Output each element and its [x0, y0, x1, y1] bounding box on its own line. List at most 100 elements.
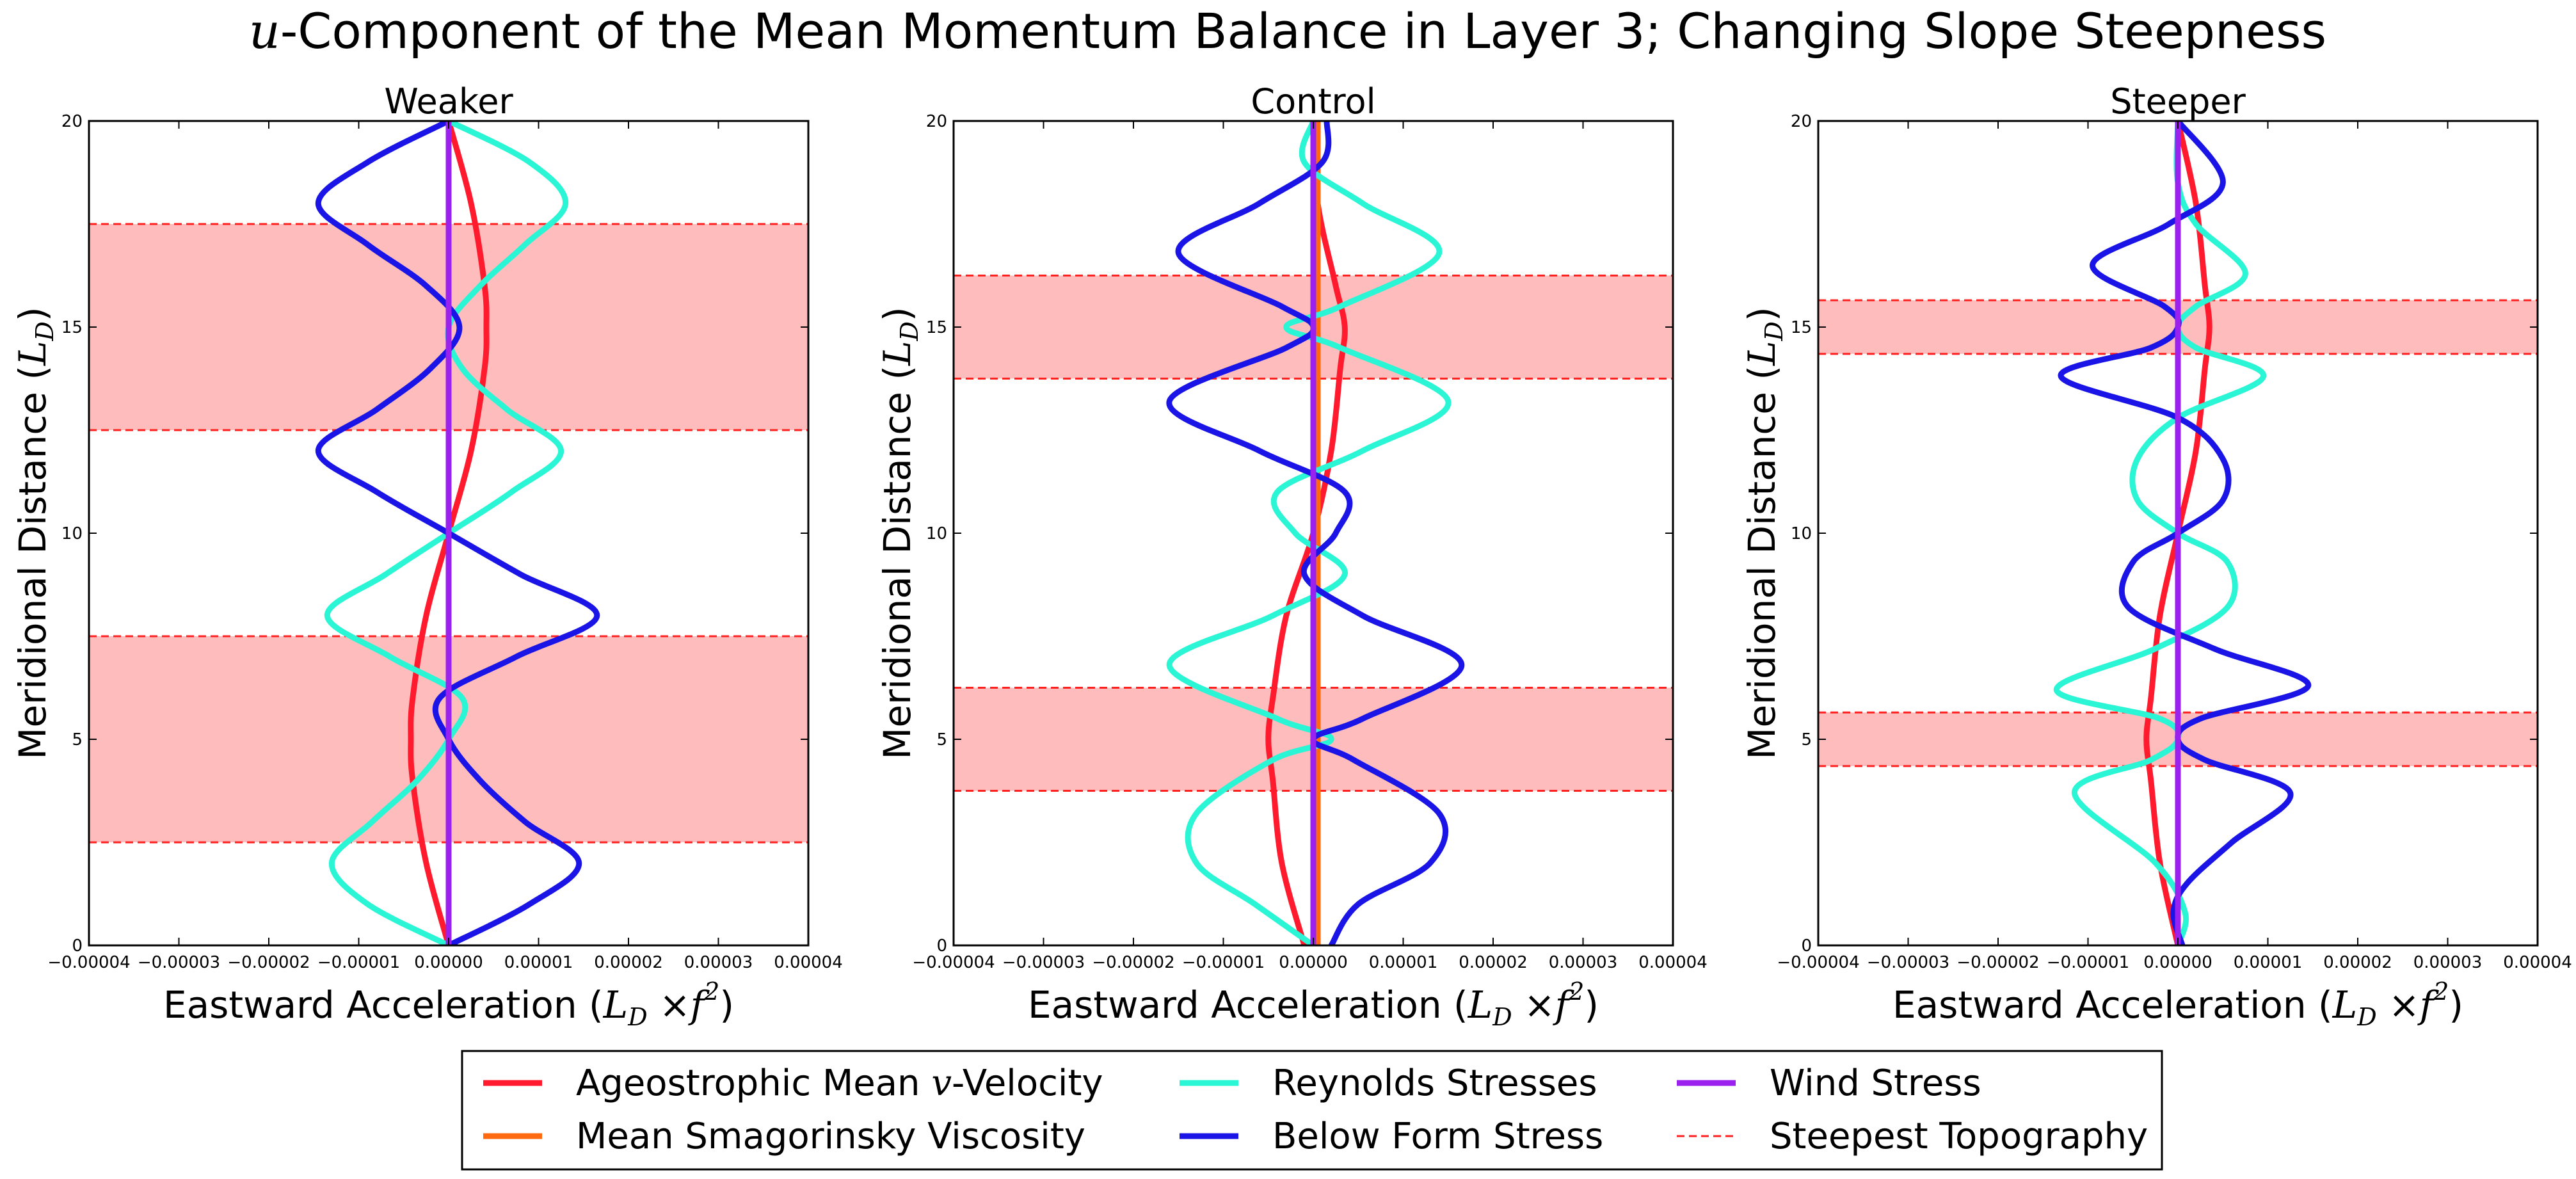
x-tick-label: 0.00004	[2503, 953, 2572, 972]
x-tick-label: 0.00001	[2234, 953, 2303, 972]
x-axis-label-part: Eastward Acceleration (	[1028, 983, 1468, 1027]
x-tick-label: 0.00003	[1549, 953, 1618, 972]
x-tick-label: 0.00000	[1279, 953, 1348, 972]
x-axis-label: Eastward Acceleration (LD ×f2)	[1028, 977, 1599, 1031]
y-axis-label-part: )	[11, 307, 54, 321]
legend-item-form: Below Form Stress	[1180, 1116, 1603, 1157]
x-axis-label-part: Eastward Acceleration (	[163, 983, 604, 1027]
x-tick-label: 0.00004	[774, 953, 843, 972]
y-tick-label: 5	[936, 730, 947, 750]
x-axis-label-part: )	[2449, 983, 2463, 1027]
panel-control: −0.00004 −0.00003 −0.00002 −0.00001 0.00000 0…	[876, 81, 1708, 1031]
y-tick-label: 5	[1801, 730, 1812, 750]
legend-label: Wind Stress	[1770, 1063, 1981, 1104]
panel-weaker: −0.00004 −0.00003 −0.00002 −0.00001 0.00000 0…	[11, 81, 843, 1031]
x-axis-label-part: ×	[648, 983, 691, 1027]
x-axis-label-part: D	[627, 1003, 647, 1031]
subplot-title: Control	[1251, 81, 1375, 122]
x-axis-label-part: )	[1584, 983, 1599, 1027]
y-tick-label: 10	[926, 524, 947, 543]
subplot-title: Steeper	[2110, 81, 2246, 122]
x-tick-label: 0.00001	[1369, 953, 1438, 972]
x-tick-label: −0.00003	[1002, 953, 1085, 972]
y-axis-label-part: D	[895, 321, 924, 341]
y-axis-label-part: Meridional Distance (	[11, 365, 54, 760]
y-tick-label: 5	[72, 730, 83, 750]
x-axis-label: Eastward Acceleration (LD ×f2)	[163, 977, 734, 1031]
x-tick-label: 0.00000	[414, 953, 483, 972]
legend-label-math: v	[931, 1063, 952, 1104]
legend-box	[461, 1050, 2163, 1171]
series-line-reyn	[2053, 121, 2266, 945]
series-line-reyn	[1166, 121, 1452, 945]
x-axis-label-part: 2	[1568, 977, 1584, 1006]
y-tick-label: 20	[926, 112, 947, 131]
x-tick-label: 0.00002	[1459, 953, 1528, 972]
legend-label: Mean Smagorinsky Viscosity	[576, 1116, 1085, 1157]
series-line-form	[2058, 121, 2312, 945]
x-tick-label: −0.00003	[1867, 953, 1949, 972]
y-axis-label-part: L	[876, 341, 919, 366]
y-axis-label-part: D	[31, 321, 59, 341]
x-tick-label: −0.00001	[1182, 953, 1265, 972]
y-tick-label: 0	[936, 936, 947, 956]
x-tick-label: −0.00001	[317, 953, 400, 972]
y-axis-label-part: D	[1760, 321, 1788, 341]
legend-item-smag: Mean Smagorinsky Viscosity	[483, 1116, 1085, 1157]
y-axis-label-part: L	[11, 341, 54, 366]
y-axis-label: Meridional Distance (LD)	[876, 307, 924, 759]
y-tick-label: 0	[72, 936, 83, 956]
x-axis-label-part: L	[2332, 983, 2358, 1027]
x-tick-label: −0.00001	[2047, 953, 2129, 972]
y-tick-label: 0	[1801, 936, 1812, 956]
y-axis-label-part: )	[876, 307, 919, 321]
x-axis-label-part: 2	[2433, 977, 2449, 1006]
series-line-reyn	[324, 121, 569, 945]
y-tick-label: 10	[61, 524, 83, 543]
y-axis-label-part: Meridional Distance (	[876, 365, 919, 760]
legend-item-topo: Steepest Topography	[1677, 1116, 2148, 1157]
y-axis-label-part: )	[1740, 307, 1784, 321]
y-axis-label-part: L	[1740, 341, 1784, 366]
figure-title-text: -Component of the Mean Momentum Balance …	[280, 3, 2326, 60]
x-tick-label: −0.00004	[47, 953, 130, 972]
legend-label: Ageostrophic Mean v-Velocity	[576, 1063, 1103, 1104]
legend-label-text: Below Form Stress	[1272, 1116, 1603, 1157]
x-axis-label-part: ×	[2377, 983, 2420, 1027]
x-tick-label: 0.00003	[684, 953, 753, 972]
series-line-form	[1166, 121, 1465, 945]
legend-item-wind: Wind Stress	[1677, 1063, 1981, 1104]
x-axis-label-part: D	[1492, 1003, 1512, 1031]
series-lines	[315, 121, 600, 945]
x-axis-label-part: 2	[703, 977, 719, 1006]
x-axis-label-part: ×	[1512, 983, 1555, 1027]
subplot-title: Weaker	[384, 81, 513, 122]
figure-title-math: u	[249, 3, 280, 60]
x-axis-label: Eastward Acceleration (LD ×f2)	[1892, 977, 2463, 1031]
legend-item-ageo: Ageostrophic Mean v-Velocity	[483, 1063, 1103, 1104]
x-axis-label-part: Eastward Acceleration (	[1892, 983, 2333, 1027]
y-axis-label: Meridional Distance (LD)	[1740, 307, 1788, 759]
legend-label-text: Wind Stress	[1770, 1063, 1981, 1104]
legend: Ageostrophic Mean v-Velocity Mean Smagori…	[461, 1050, 2163, 1171]
series-lines	[2053, 121, 2312, 945]
legend-label: Below Form Stress	[1272, 1116, 1603, 1157]
y-tick-label: 15	[1791, 318, 1812, 337]
y-tick-label: 15	[61, 318, 83, 337]
legend-label: Steepest Topography	[1770, 1116, 2148, 1157]
y-axis-label: Meridional Distance (LD)	[11, 307, 59, 759]
y-tick-label: 10	[1791, 524, 1812, 543]
x-tick-label: 0.00001	[504, 953, 573, 972]
x-tick-label: 0.00002	[594, 953, 663, 972]
legend-label: Reynolds Stresses	[1272, 1063, 1597, 1104]
legend-label-text: Mean Smagorinsky Viscosity	[576, 1116, 1085, 1157]
x-tick-label: 0.00002	[2323, 953, 2392, 972]
x-axis-label-part: D	[2356, 1003, 2376, 1031]
x-tick-label: 0.00003	[2413, 953, 2483, 972]
x-tick-label: −0.00002	[1956, 953, 2039, 972]
legend-label-text: Ageostrophic Mean	[576, 1063, 931, 1104]
y-tick-label: 20	[61, 112, 83, 131]
x-tick-label: 0.00000	[2143, 953, 2212, 972]
legend-label-text: Reynolds Stresses	[1272, 1063, 1597, 1104]
